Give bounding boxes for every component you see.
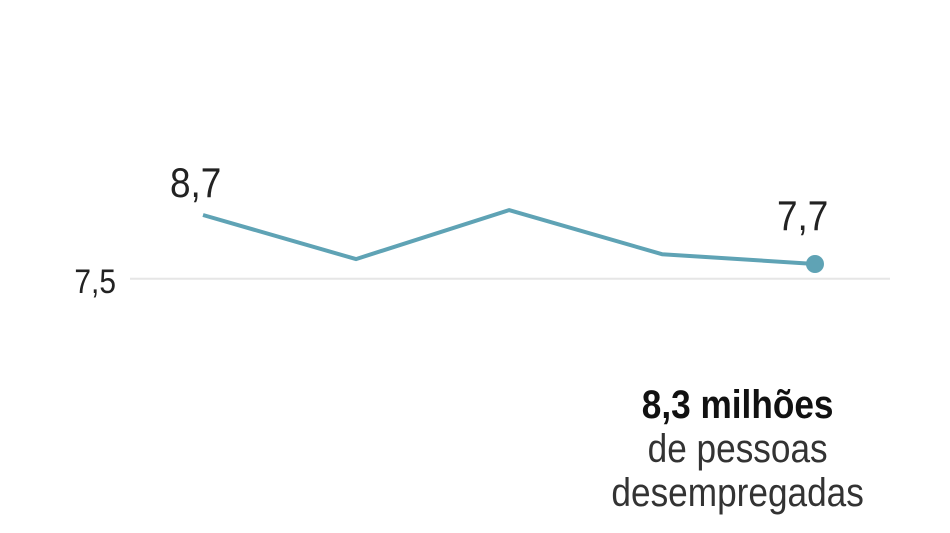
- annotation-line2: desempregadas: [611, 471, 864, 515]
- data-label-first: 8,7: [170, 160, 221, 207]
- annotation-line1: de pessoas: [647, 427, 828, 471]
- data-point-last: [806, 255, 824, 273]
- data-line: [202, 208, 816, 266]
- annotation: 8,3 milhões de pessoas desempregadas: [612, 383, 864, 515]
- y-tick-label: 7,5: [74, 262, 116, 300]
- annotation-headline: 8,3 milhões: [641, 383, 834, 427]
- data-label-last: 7,7: [777, 193, 828, 240]
